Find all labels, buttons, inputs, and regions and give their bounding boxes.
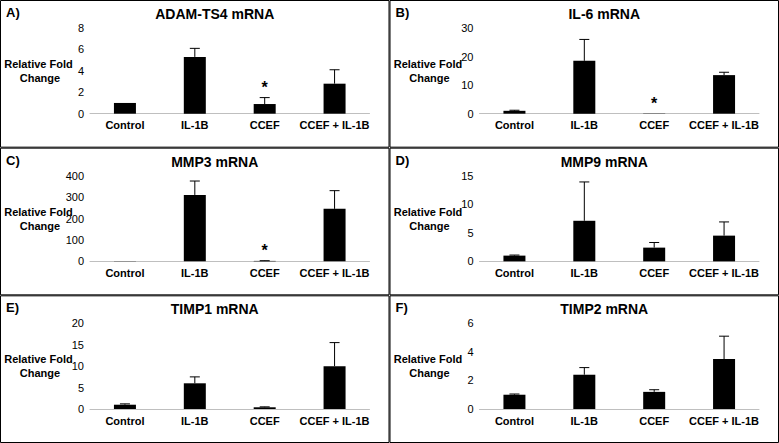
svg-text:6: 6 <box>467 317 473 329</box>
svg-text:0: 0 <box>467 255 473 267</box>
svg-text:Change: Change <box>409 367 449 379</box>
svg-text:CCEF + IL-1B: CCEF + IL-1B <box>689 267 759 279</box>
svg-text:4: 4 <box>467 346 473 358</box>
svg-text:Control: Control <box>495 119 534 131</box>
svg-text:5: 5 <box>467 227 473 239</box>
svg-text:B): B) <box>396 5 410 20</box>
svg-text:C): C) <box>6 153 20 168</box>
svg-text:CCEF: CCEF <box>250 415 280 427</box>
svg-text:30: 30 <box>461 22 473 34</box>
svg-text:IL-1B: IL-1B <box>181 267 209 279</box>
svg-text:10: 10 <box>461 198 473 210</box>
svg-text:Relative Fold: Relative Fold <box>4 205 76 218</box>
svg-text:Control: Control <box>105 415 144 427</box>
svg-text:200: 200 <box>66 213 84 225</box>
svg-text:Relative Fold: Relative Fold <box>394 206 466 218</box>
svg-text:0: 0 <box>78 403 84 415</box>
svg-text:2: 2 <box>467 374 473 386</box>
svg-text:MMP3 mRNA: MMP3 mRNA <box>171 154 258 170</box>
svg-text:CCEF + IL-1B: CCEF + IL-1B <box>300 267 370 279</box>
svg-text:300: 300 <box>66 191 84 203</box>
svg-text:CCEF: CCEF <box>639 415 669 427</box>
svg-text:IL-6 mRNA: IL-6 mRNA <box>568 6 640 22</box>
svg-text:15: 15 <box>461 170 473 182</box>
svg-text:MMP9 mRNA: MMP9 mRNA <box>561 154 648 170</box>
svg-text:2: 2 <box>78 86 84 98</box>
svg-text:100: 100 <box>66 234 84 246</box>
svg-text:Change: Change <box>20 367 60 379</box>
svg-text:CCEF: CCEF <box>250 267 280 279</box>
svg-text:Change: Change <box>409 220 449 232</box>
svg-text:5: 5 <box>78 382 84 394</box>
svg-text:Change: Change <box>409 72 449 84</box>
svg-text:CCEF: CCEF <box>639 119 669 131</box>
svg-text:400: 400 <box>66 170 84 182</box>
svg-text:TIMP1 mRNA: TIMP1 mRNA <box>171 301 259 317</box>
svg-text:D): D) <box>396 153 410 168</box>
svg-text:Relative Fold: Relative Fold <box>394 353 466 365</box>
svg-text:4: 4 <box>78 65 84 77</box>
svg-text:8: 8 <box>78 22 84 34</box>
svg-text:IL-1B: IL-1B <box>181 119 209 131</box>
svg-text:6: 6 <box>78 43 84 55</box>
svg-text:CCEF + IL-1B: CCEF + IL-1B <box>300 119 370 131</box>
svg-text:IL-1B: IL-1B <box>181 415 209 427</box>
svg-text:IL-1B: IL-1B <box>571 119 599 131</box>
svg-text:*: * <box>262 242 269 259</box>
svg-text:Control: Control <box>105 119 144 131</box>
svg-text:Relative Fold: Relative Fold <box>4 353 76 365</box>
svg-text:CCEF: CCEF <box>639 267 669 279</box>
svg-text:Change: Change <box>20 72 60 84</box>
svg-text:15: 15 <box>72 339 84 351</box>
svg-text:CCEF + IL-1B: CCEF + IL-1B <box>689 119 759 131</box>
svg-text:CCEF + IL-1B: CCEF + IL-1B <box>300 415 370 427</box>
svg-text:E): E) <box>6 300 19 315</box>
svg-text:20: 20 <box>461 51 473 63</box>
svg-text:Change: Change <box>20 220 60 232</box>
svg-text:*: * <box>262 79 269 96</box>
svg-text:Control: Control <box>495 415 534 427</box>
svg-text:A): A) <box>6 5 20 20</box>
svg-text:IL-1B: IL-1B <box>571 267 599 279</box>
svg-text:IL-1B: IL-1B <box>571 415 599 427</box>
svg-text:TIMP2 mRNA: TIMP2 mRNA <box>560 301 648 317</box>
svg-text:10: 10 <box>72 360 84 372</box>
svg-text:Relative Fold: Relative Fold <box>4 58 76 70</box>
svg-text:CCEF + IL-1B: CCEF + IL-1B <box>689 415 759 427</box>
svg-text:20: 20 <box>72 317 84 329</box>
svg-text:0: 0 <box>467 108 473 120</box>
svg-text:0: 0 <box>78 108 84 120</box>
svg-text:*: * <box>651 95 658 112</box>
svg-text:Relative Fold: Relative Fold <box>394 58 466 70</box>
svg-text:F): F) <box>396 300 408 315</box>
svg-text:10: 10 <box>461 79 473 91</box>
svg-text:Control: Control <box>495 267 534 279</box>
svg-text:Control: Control <box>105 267 144 279</box>
svg-text:CCEF: CCEF <box>250 119 280 131</box>
svg-text:0: 0 <box>467 403 473 415</box>
svg-text:0: 0 <box>78 255 84 267</box>
svg-text:ADAM-TS4 mRNA: ADAM-TS4 mRNA <box>155 6 274 22</box>
